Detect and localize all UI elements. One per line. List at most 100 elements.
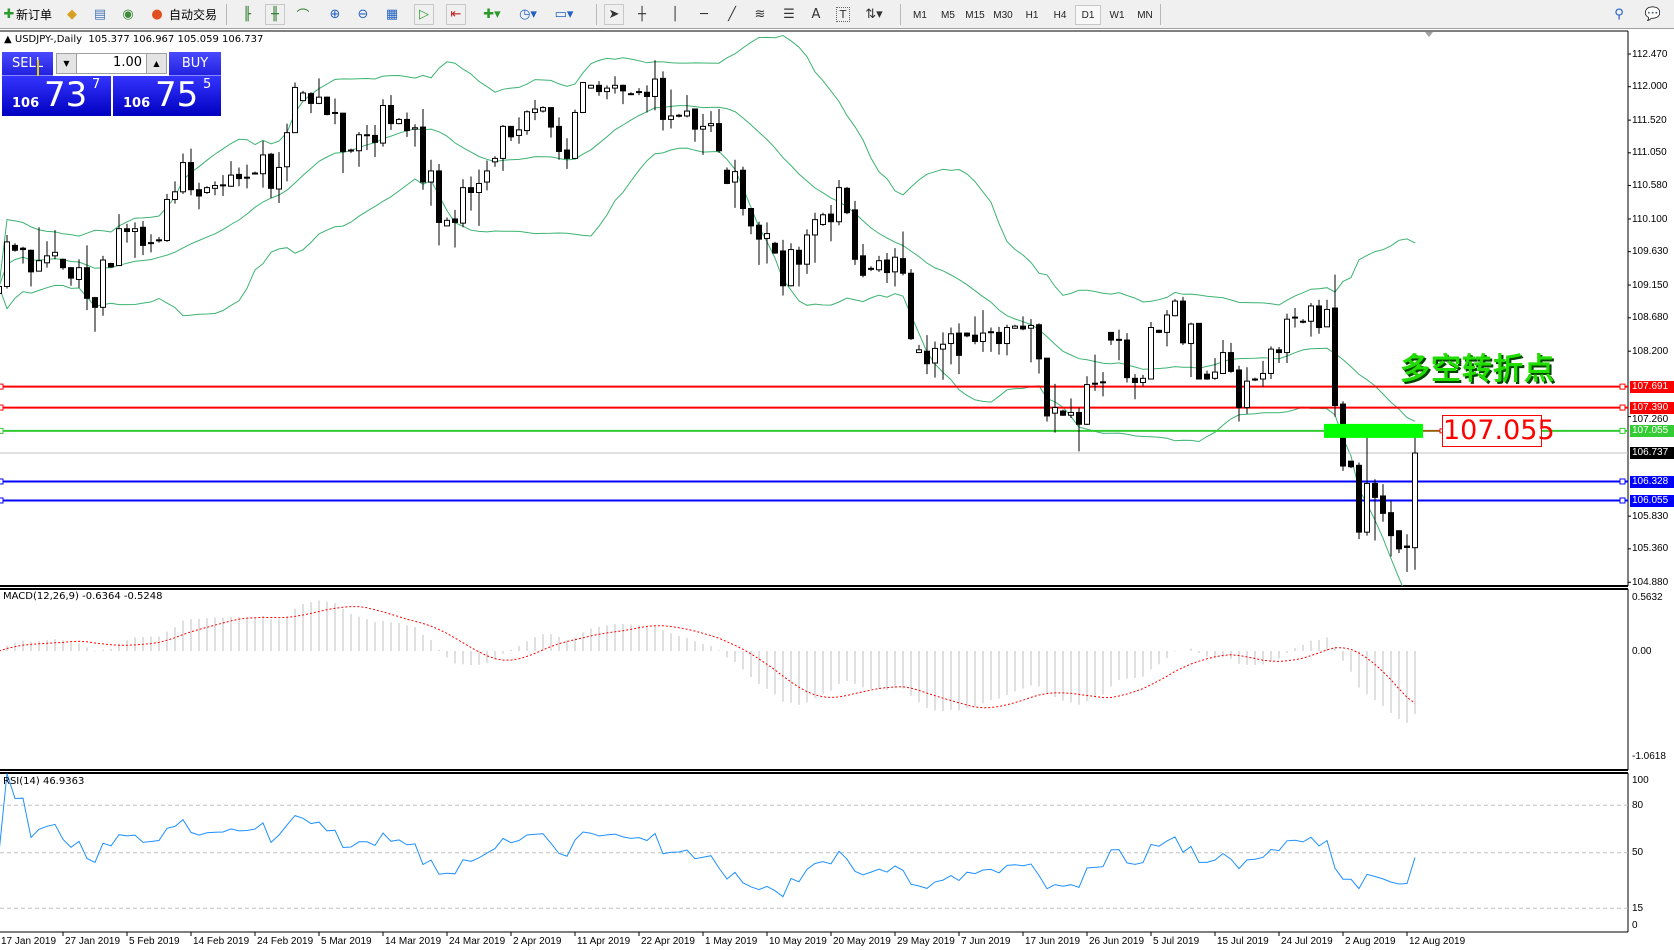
candle-body [316,96,322,104]
search-icon[interactable]: ⚲ [1614,7,1624,22]
level-left-handle-icon [0,497,4,504]
candle-body [68,267,74,279]
timeframe-mn[interactable]: MN [1137,9,1153,21]
lot-size-stepper[interactable]: ▼ 1.00 ▲ [56,53,167,74]
candle-body [1284,318,1290,354]
price-axis-label: 112.000 [1632,81,1668,93]
collapse-triangle-icon[interactable]: ▲ [4,34,12,45]
timeframe-m1[interactable]: M1 [913,9,927,21]
candle [1404,534,1410,572]
lot-size-input[interactable]: 1.00 [113,55,142,70]
candlestick-icon[interactable]: ╫ [265,4,285,25]
candle-body [588,84,594,89]
crosshair-icon[interactable]: ┼ [638,7,646,22]
indicators-icon[interactable]: ✚▾ [483,7,501,22]
bollinger-middle [0,105,1416,422]
sell-price[interactable]: 106 73 7 [2,76,111,116]
chart-symbol: USDJPY-,Daily [14,34,83,45]
buy-button[interactable]: BUY [169,52,221,76]
rsi-axis-label: 100 [1632,774,1649,786]
bar-chart-icon[interactable]: ╟ [243,7,251,22]
candle [92,296,98,332]
candle [1068,398,1074,419]
candle [1372,479,1378,541]
candle-body [516,129,522,136]
candle-body [1204,373,1210,380]
new-order-icon[interactable]: ✚ [3,7,15,22]
cursor-icon[interactable]: ➤ [604,4,624,25]
date-axis-label: 15 Jul 2019 [1217,936,1269,947]
fibo-fan-icon[interactable]: ☰ [783,7,795,22]
candle [1348,460,1354,469]
annotation-text[interactable]: 多空转折点 [1400,352,1555,387]
candle-body [1140,377,1146,384]
date-axis-label: 24 Jul 2019 [1281,936,1333,947]
buy-price[interactable]: 106 75 5 [113,76,221,116]
timeframe-m5[interactable]: M5 [941,9,955,21]
timeframe-h1[interactable]: H1 [1025,9,1039,21]
expert-icon[interactable]: ◆ [67,7,77,22]
rsi-axis-label: 50 [1632,847,1644,859]
candle-body [1060,410,1066,416]
candle-body [1308,305,1314,322]
candle [524,110,530,135]
auto-scroll-icon[interactable]: ▷ [414,4,434,25]
candle [1212,358,1218,380]
level-callout-label[interactable]: 107.055 [1442,415,1555,447]
candle [628,92,634,96]
lot-decrease-icon[interactable]: ▼ [57,54,77,73]
candle [420,108,426,190]
line-chart-icon[interactable]: ⌒ [296,9,310,24]
date-axis-label: 26 Jun 2019 [1089,936,1145,947]
candle [156,237,162,243]
text-label-icon[interactable]: T [836,7,850,22]
candle-body [876,260,882,271]
zoom-out-icon[interactable]: ⊖ [357,7,369,22]
history-icon[interactable]: ▤ [93,7,107,22]
date-axis-label: 14 Mar 2019 [385,936,442,947]
candle-body [92,297,98,308]
candle-body [236,173,242,180]
candle-body [1164,314,1170,333]
arrows-icon[interactable]: ⇅▾ [865,7,883,22]
timeframe-m15[interactable]: M15 [965,9,985,21]
text-icon[interactable]: A [811,7,821,22]
candle-body [844,187,850,214]
auto-trading-button[interactable]: 自动交易 [169,8,218,22]
timeframe-d1[interactable]: D1 [1075,5,1101,25]
candle-body [164,198,170,242]
templates-icon[interactable]: ▭▾ [554,7,574,22]
tile-windows-icon[interactable]: ▦ [385,7,399,22]
chat-icon[interactable]: 💬 [1644,7,1662,22]
timeframe-m30[interactable]: M30 [993,9,1013,21]
lot-increase-icon[interactable]: ▲ [146,54,166,73]
sell-button[interactable]: SELL [2,52,53,76]
candle-body [612,84,618,89]
vertical-line-icon[interactable]: │ [671,7,679,22]
fibonacci-icon[interactable]: ≋ [754,7,766,22]
timeframe-w1[interactable]: W1 [1109,9,1125,21]
price-axis-label: 105.830 [1632,510,1669,522]
candle [644,85,650,113]
timeframe-h4[interactable]: H4 [1053,9,1067,21]
horizontal-line-icon[interactable]: ─ [700,7,708,22]
price-axis-label: 112.470 [1632,48,1668,60]
new-order-button[interactable]: 新订单 [16,8,53,22]
candle [1020,316,1026,331]
main-chart [0,34,1628,586]
candle-body [1412,452,1418,549]
periods-icon[interactable]: ◷▾ [519,7,537,22]
signals-icon[interactable]: ◉ [122,7,134,22]
candle-body [732,171,738,183]
candle [124,223,130,243]
candle [732,159,738,208]
auto-trading-icon[interactable]: ● [151,7,163,22]
candle [1004,324,1010,356]
zoom-in-icon[interactable]: ⊕ [329,7,341,22]
level-right-handle-icon [1619,427,1626,434]
level-left-handle-icon [0,427,4,434]
chart-shift-icon[interactable]: ⇤ [446,4,466,25]
candle-body [188,162,194,191]
trendline-icon[interactable]: ╱ [728,7,736,22]
